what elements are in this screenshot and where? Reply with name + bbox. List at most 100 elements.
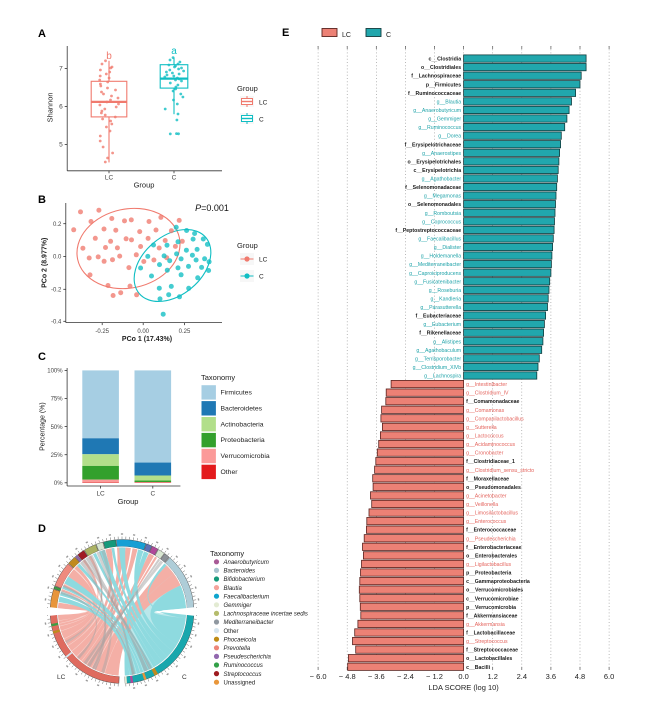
svg-text:Bacteroidetes: Bacteroidetes xyxy=(221,405,263,412)
svg-text:C: C xyxy=(259,117,264,124)
svg-text:g__Intestinibacter: g__Intestinibacter xyxy=(466,382,507,388)
svg-text:o__Verrucomicrobiales: o__Verrucomicrobiales xyxy=(466,588,523,594)
svg-text:0%: 0% xyxy=(54,481,63,487)
svg-text:Group: Group xyxy=(134,181,155,190)
svg-text:o__Lactobacillales: o__Lactobacillales xyxy=(466,656,512,662)
svg-text:7: 7 xyxy=(59,66,63,73)
svg-text:-0.25: -0.25 xyxy=(95,329,109,335)
svg-text:g__Pseudescherichia: g__Pseudescherichia xyxy=(466,536,516,542)
svg-text:LC: LC xyxy=(96,491,105,498)
svg-text:g__Enterococcus: g__Enterococcus xyxy=(466,519,506,525)
svg-text:E: E xyxy=(282,27,289,39)
svg-text:g__Lactococcus: g__Lactococcus xyxy=(466,434,504,440)
svg-text:75%: 75% xyxy=(51,397,64,403)
svg-text:0.0: 0.0 xyxy=(53,255,62,261)
svg-text:C: C xyxy=(182,674,187,681)
svg-text:− 2.4: − 2.4 xyxy=(397,672,414,681)
svg-text:f__Enterococcaceae: f__Enterococcaceae xyxy=(466,528,516,534)
svg-text:g__Companilactobacillus: g__Companilactobacillus xyxy=(466,416,524,422)
svg-text:g__Parasutterella: g__Parasutterella xyxy=(420,305,461,311)
svg-text:f__Moraxellaceae: f__Moraxellaceae xyxy=(466,476,509,482)
svg-text:Blautia: Blautia xyxy=(224,586,243,592)
svg-text:Firmicutes: Firmicutes xyxy=(221,390,253,397)
svg-text:LC: LC xyxy=(105,175,114,182)
svg-text:g__Lachnospira: g__Lachnospira xyxy=(424,374,461,380)
svg-text:f__Erysipelotrichaceae: f__Erysipelotrichaceae xyxy=(405,142,462,148)
svg-text:f__Streptococcaceae: f__Streptococcaceae xyxy=(466,648,518,654)
svg-text:g__Agathobacter: g__Agathobacter xyxy=(422,177,462,183)
svg-text:6: 6 xyxy=(59,104,63,111)
svg-text:f__Comamonadaceae: f__Comamonadaceae xyxy=(466,399,519,405)
svg-text:f__Enterobacteriaceae: f__Enterobacteriaceae xyxy=(466,545,521,551)
svg-text:Lachnospiraceae incertae sedis: Lachnospiraceae incertae sedis xyxy=(224,612,308,618)
svg-text:Prevotella: Prevotella xyxy=(224,646,251,652)
svg-text:C: C xyxy=(386,32,391,39)
svg-text:3.6: 3.6 xyxy=(546,672,556,681)
svg-text:g__Fusicatenibacter: g__Fusicatenibacter xyxy=(414,279,461,285)
svg-text:g__Caproiciproducens: g__Caproiciproducens xyxy=(409,271,461,277)
svg-text:g__Cronobacter: g__Cronobacter xyxy=(466,451,503,457)
svg-text:C: C xyxy=(150,491,155,498)
svg-text:f__Lactobacillaceae: f__Lactobacillaceae xyxy=(466,631,515,637)
svg-text:LC: LC xyxy=(259,257,268,264)
svg-text:a: a xyxy=(171,46,177,57)
svg-text:f__Eubacteriaceae: f__Eubacteriaceae xyxy=(416,314,462,320)
svg-text:g__Veillonella: g__Veillonella xyxy=(466,502,498,508)
svg-text:-0.2: -0.2 xyxy=(51,288,62,294)
svg-text:f__Ruminococcaceae: f__Ruminococcaceae xyxy=(408,91,461,97)
svg-text:50%: 50% xyxy=(51,425,64,431)
svg-text:Shannon: Shannon xyxy=(46,92,55,122)
svg-text:g__Eubacterium: g__Eubacterium xyxy=(423,322,461,328)
svg-text:g__Clostridium_XlVb: g__Clostridium_XlVb xyxy=(413,365,462,371)
svg-text:Streptococcus: Streptococcus xyxy=(224,672,262,678)
svg-text:Pseudescherichia: Pseudescherichia xyxy=(224,655,272,661)
svg-text:g__Clostridium_IV: g__Clostridium_IV xyxy=(466,391,509,397)
svg-text:4.8: 4.8 xyxy=(575,672,585,681)
svg-text:− 1.2: − 1.2 xyxy=(426,672,443,681)
svg-text:p__Proteobacteria: p__Proteobacteria xyxy=(466,571,511,577)
svg-text:f__Clostridiaceae_1: f__Clostridiaceae_1 xyxy=(466,459,515,465)
svg-text:g__Clostridium_sensu_stricto: g__Clostridium_sensu_stricto xyxy=(466,468,534,474)
svg-text:f__Selenomonadaceae: f__Selenomonadaceae xyxy=(405,185,461,191)
svg-text:Other: Other xyxy=(224,629,239,635)
svg-text:0.2: 0.2 xyxy=(53,222,62,228)
svg-text:g__Limosilactobacillus: g__Limosilactobacillus xyxy=(466,511,518,517)
svg-text:c__Erysipelotrichia: c__Erysipelotrichia xyxy=(414,168,462,174)
svg-text:PCo 1 (17.43%): PCo 1 (17.43%) xyxy=(122,336,172,343)
svg-text:LDA SCORE (log 10): LDA SCORE (log 10) xyxy=(428,683,499,692)
svg-text:Ruminococcus: Ruminococcus xyxy=(224,663,263,669)
svg-text:o__Erysipelotrichales: o__Erysipelotrichales xyxy=(407,159,461,165)
svg-text:g__Acidaminococcus: g__Acidaminococcus xyxy=(466,442,515,448)
svg-text:− 4.8: − 4.8 xyxy=(339,672,356,681)
svg-text:g__Terrisporobacter: g__Terrisporobacter xyxy=(415,356,461,362)
svg-text:Phocaeicola: Phocaeicola xyxy=(224,637,257,643)
svg-text:g__Alistipes: g__Alistipes xyxy=(433,339,461,345)
svg-text:p__Firmicutes: p__Firmicutes xyxy=(426,82,461,88)
svg-text:Gemmiger: Gemmiger xyxy=(224,603,253,609)
svg-text:0.25: 0.25 xyxy=(179,329,191,335)
svg-text:Bacteroides: Bacteroides xyxy=(224,569,256,575)
svg-text:2.4: 2.4 xyxy=(517,672,527,681)
svg-text:PCo 2 (8.977%): PCo 2 (8.977%) xyxy=(42,238,49,288)
svg-text:Group: Group xyxy=(118,497,139,506)
svg-text:Actinobacteria: Actinobacteria xyxy=(221,421,264,428)
svg-text:Unassigned: Unassigned xyxy=(224,680,256,686)
svg-text:P=0.001: P=0.001 xyxy=(195,203,229,213)
svg-text:Anaerobutyricum: Anaerobutyricum xyxy=(223,560,269,566)
svg-text:5: 5 xyxy=(59,142,63,149)
svg-text:Taxonomy: Taxonomy xyxy=(201,373,235,382)
svg-text:Group: Group xyxy=(237,84,258,93)
svg-text:c__Gammaproteobacteria: c__Gammaproteobacteria xyxy=(466,579,530,585)
svg-text:Group: Group xyxy=(237,241,258,250)
svg-text:g__Anaerobutyricum: g__Anaerobutyricum xyxy=(413,108,461,114)
svg-text:g__Agathobaculum: g__Agathobaculum xyxy=(416,348,461,354)
svg-text:A: A xyxy=(38,28,46,40)
svg-text:c__Verrucomicrobiae: c__Verrucomicrobiae xyxy=(466,596,519,602)
svg-text:6.0: 6.0 xyxy=(604,672,614,681)
svg-text:D: D xyxy=(38,523,46,535)
svg-text:0.00: 0.00 xyxy=(137,329,149,335)
svg-text:Mediterraneibacter: Mediterraneibacter xyxy=(224,620,275,626)
svg-text:− 3.6: − 3.6 xyxy=(368,672,385,681)
svg-text:o__Pseudomonadales: o__Pseudomonadales xyxy=(466,485,521,491)
svg-text:Taxonomy: Taxonomy xyxy=(210,549,244,558)
